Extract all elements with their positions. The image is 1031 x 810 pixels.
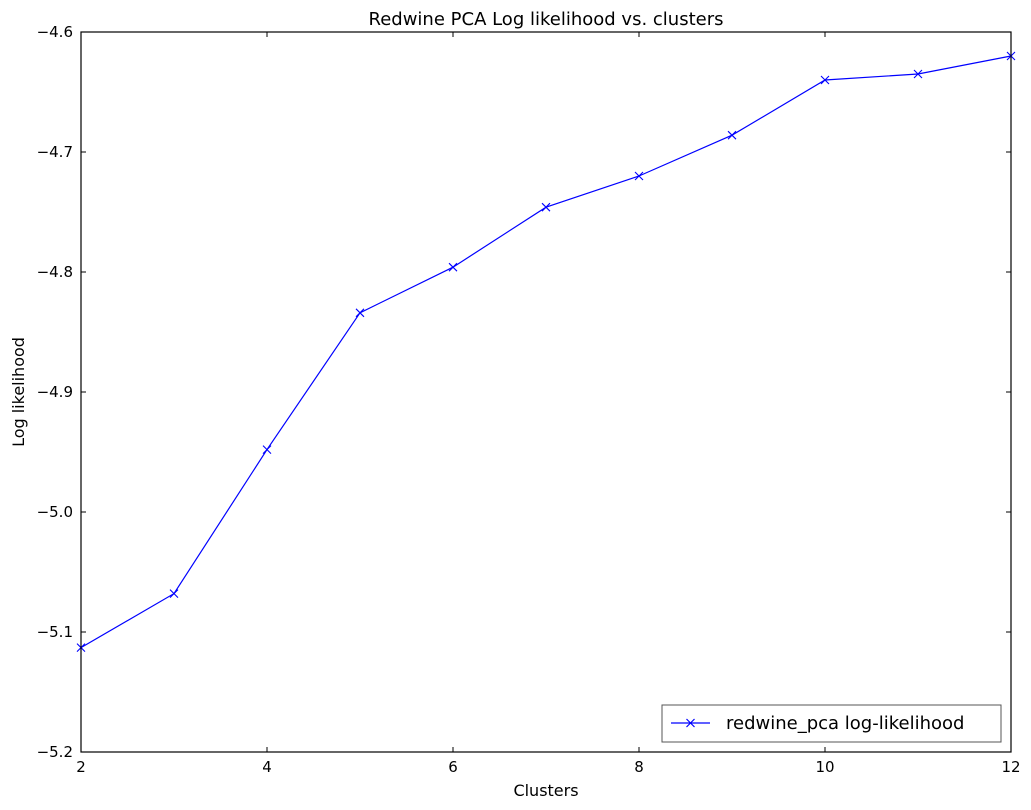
- legend-entry-label: redwine_pca log-likelihood: [726, 713, 964, 734]
- y-tick-label: −4.8: [37, 263, 73, 281]
- y-tick-label: −5.0: [37, 503, 73, 521]
- y-tick-label: −4.7: [37, 143, 73, 161]
- chart-title: Redwine PCA Log likelihood vs. clusters: [369, 9, 724, 30]
- x-tick-label: 12: [1001, 758, 1020, 776]
- data-point-marker: [820, 75, 830, 85]
- x-axis-title: Clusters: [513, 781, 578, 800]
- y-tick-label: −5.1: [37, 623, 73, 641]
- y-tick-label: −5.2: [37, 743, 73, 761]
- legend: redwine_pca log-likelihood: [661, 704, 1002, 743]
- data-point-marker: [448, 262, 458, 272]
- data-point-marker: [355, 308, 365, 318]
- legend-marker: [686, 718, 695, 728]
- x-tick-label: 6: [448, 758, 458, 776]
- y-tick-label: −4.6: [37, 23, 73, 41]
- data-point-marker: [634, 171, 644, 181]
- x-tick-label: 4: [262, 758, 272, 776]
- data-point-marker: [262, 445, 272, 454]
- plot-area-frame: [80, 31, 1012, 753]
- legend-box: [661, 704, 1002, 743]
- x-tick-label: 10: [815, 758, 834, 776]
- x-tick-label: 8: [634, 758, 644, 776]
- data-point-marker: [913, 69, 923, 79]
- data-point-marker: [541, 202, 551, 212]
- data-point-marker: [169, 589, 179, 598]
- y-tick-label: −4.9: [37, 383, 73, 401]
- data-point-marker: [727, 130, 737, 140]
- y-axis-title: Log likelihood: [9, 337, 28, 447]
- x-tick-label: 2: [76, 758, 86, 776]
